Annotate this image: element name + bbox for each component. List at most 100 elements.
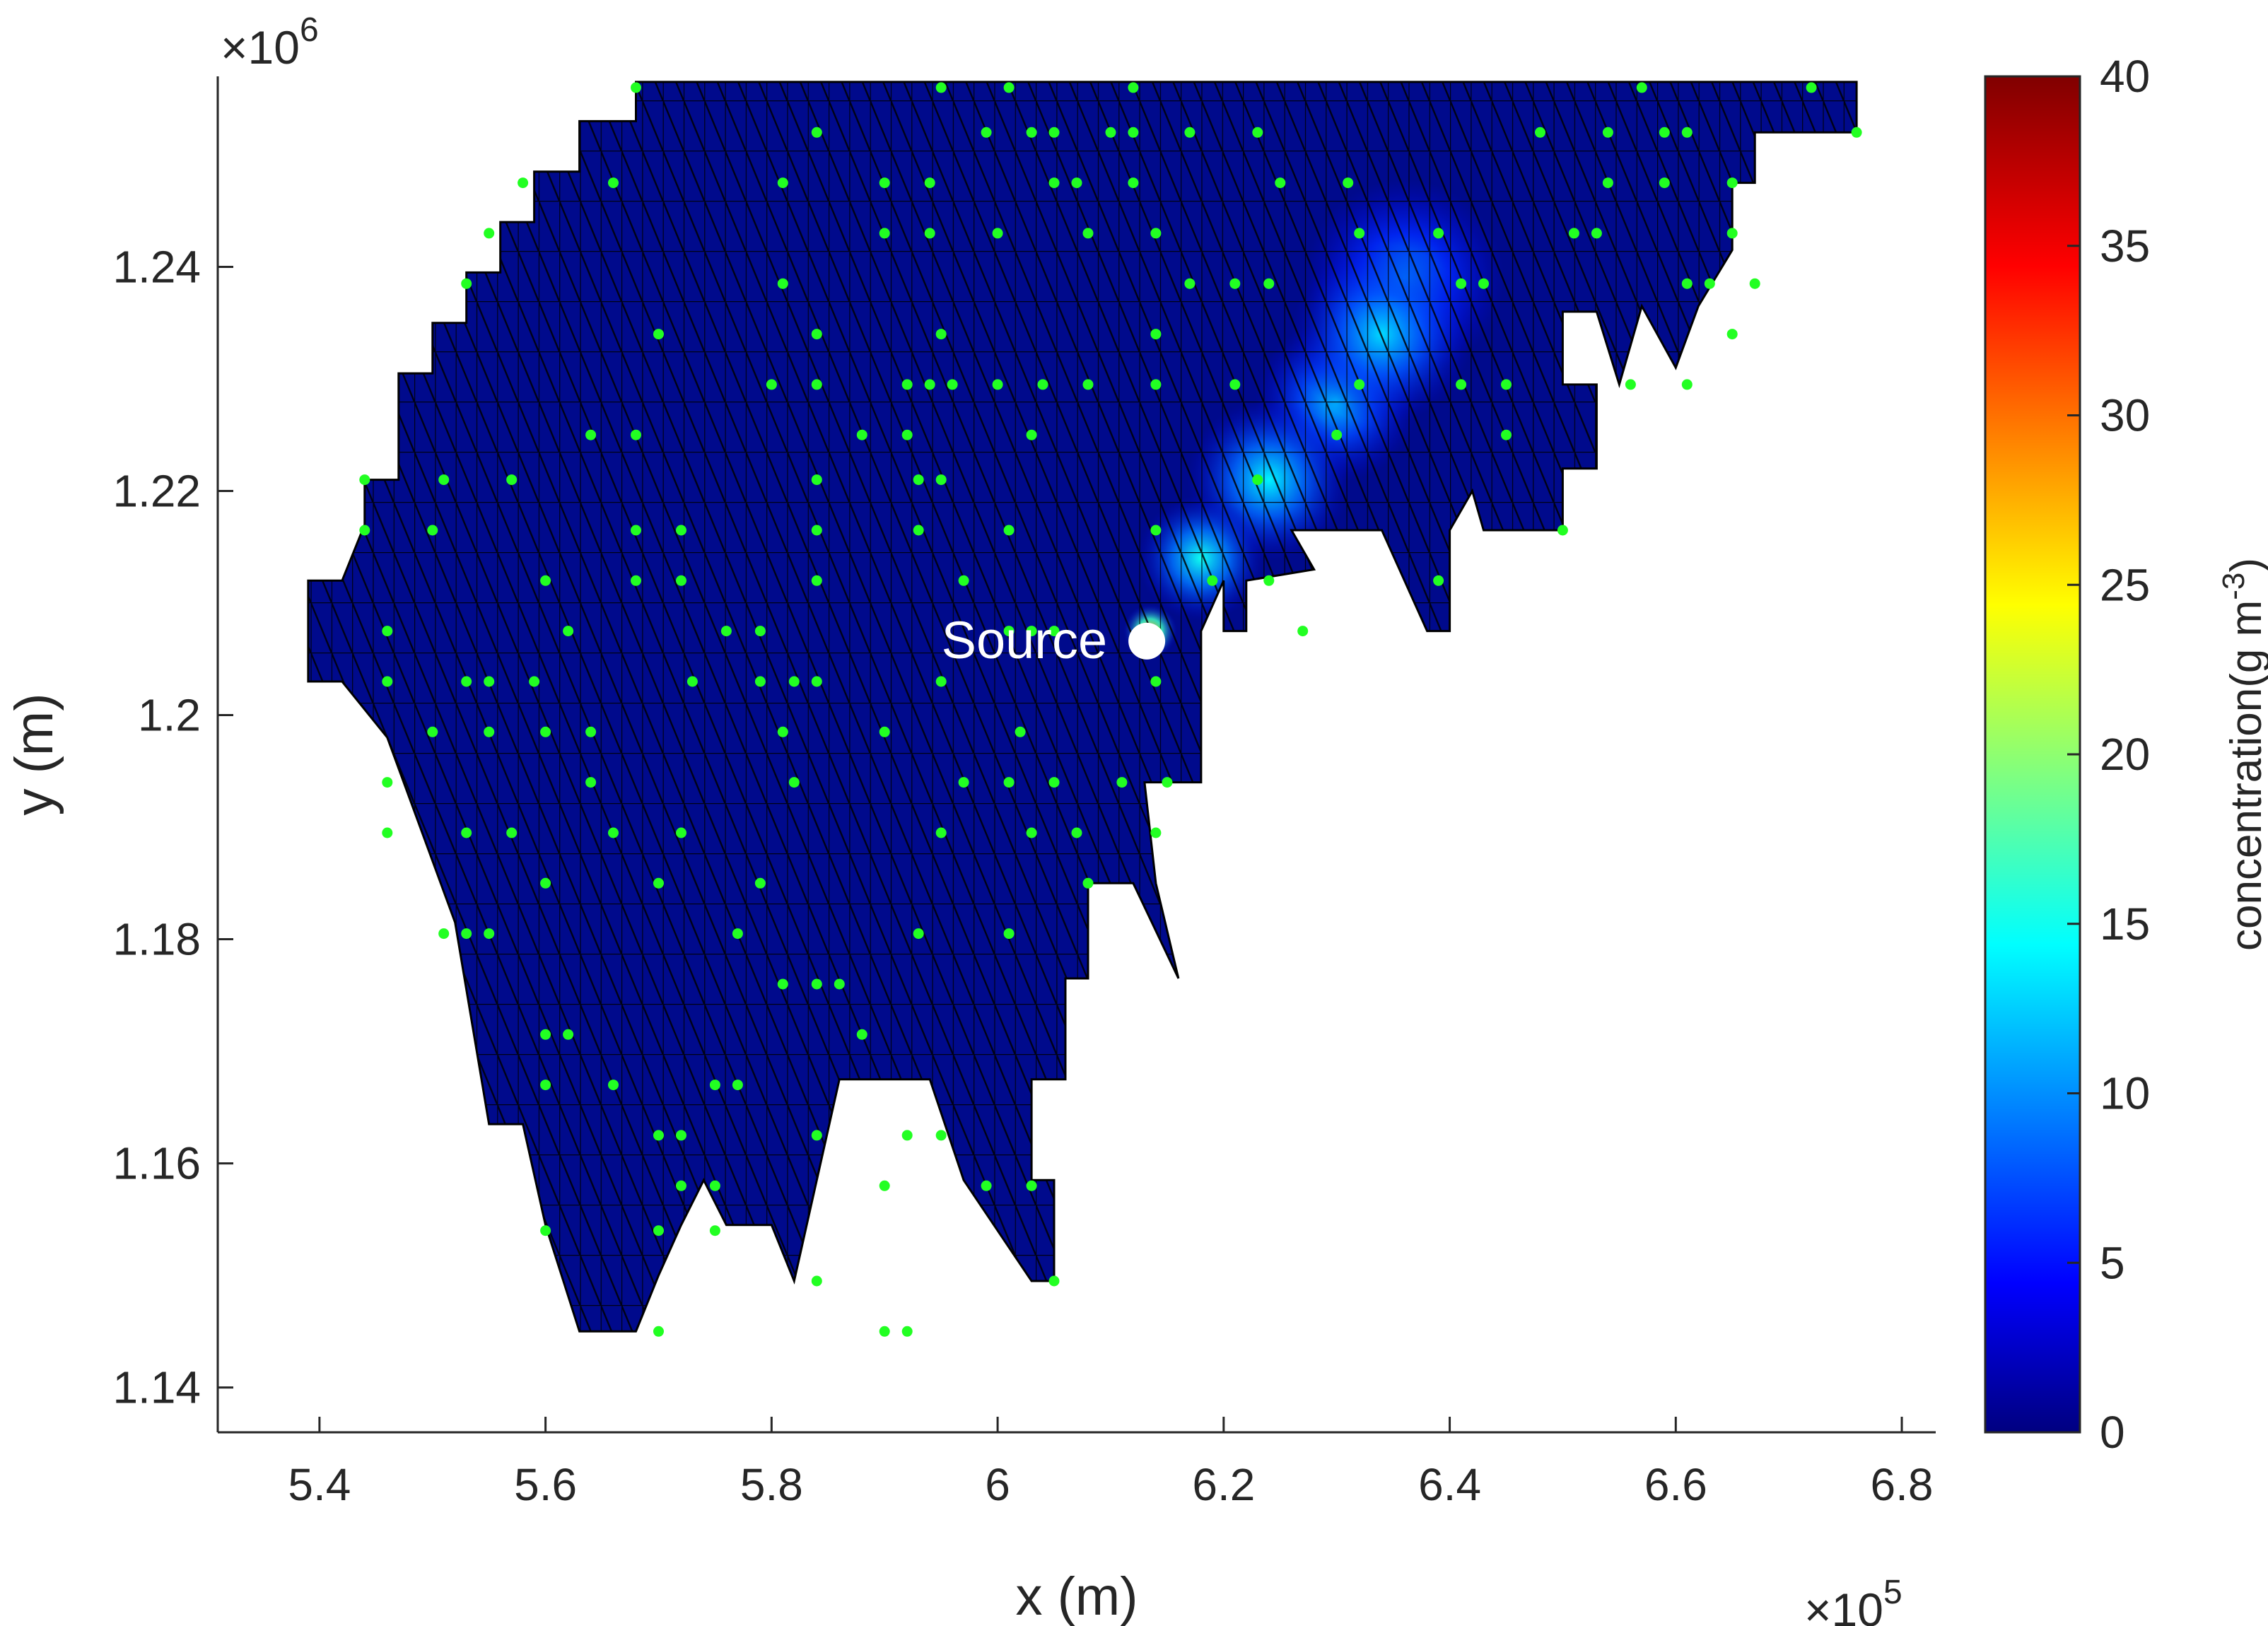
sensor-point xyxy=(676,827,686,838)
sensor-point xyxy=(631,575,641,586)
sensor-point xyxy=(1184,278,1196,289)
sensor-point xyxy=(1681,127,1693,138)
sensor-point xyxy=(1003,777,1015,788)
sensor-point xyxy=(461,827,472,838)
sensor-point xyxy=(992,379,1003,390)
sensor-point xyxy=(1535,127,1545,138)
sensor-point xyxy=(1275,177,1286,189)
y-tick-label: 1.2 xyxy=(138,690,201,741)
sensor-point xyxy=(732,928,743,940)
sensor-point xyxy=(924,228,935,239)
sensor-point xyxy=(1071,177,1082,189)
sensor-point xyxy=(754,676,766,687)
sensor-point xyxy=(1184,127,1196,138)
sensor-point xyxy=(1252,474,1263,486)
x-tick-label: 6.6 xyxy=(1644,1459,1707,1510)
sensor-point xyxy=(811,1275,822,1287)
plot-area: Source xyxy=(307,81,1862,1337)
sensor-point xyxy=(540,1225,551,1236)
sensor-point xyxy=(676,1130,686,1141)
sensor-point xyxy=(427,525,438,536)
sensor-point xyxy=(506,474,518,486)
x-axis-label: x (m) xyxy=(1015,1567,1138,1626)
sensor-point xyxy=(1433,228,1444,239)
sensor-point xyxy=(935,82,947,93)
sensor-point xyxy=(1659,127,1670,138)
sensor-point xyxy=(540,1029,551,1040)
sensor-point xyxy=(1806,82,1817,93)
sensor-point xyxy=(540,575,551,586)
sensor-point xyxy=(788,676,800,687)
sensor-point xyxy=(879,228,890,239)
sensor-point xyxy=(1456,278,1467,289)
sensor-point xyxy=(631,429,641,440)
sensor-point xyxy=(585,777,597,788)
sensor-point xyxy=(777,726,788,737)
y-tick-label: 1.18 xyxy=(112,914,201,965)
sensor-point xyxy=(1263,278,1275,289)
sensor-point xyxy=(856,429,867,440)
x-tick-label: 6.2 xyxy=(1192,1459,1255,1510)
sensor-point xyxy=(924,177,935,189)
sensor-point xyxy=(1591,228,1602,239)
sensor-point xyxy=(1726,329,1738,340)
y-tick-label: 1.14 xyxy=(112,1362,201,1413)
sensor-point xyxy=(935,827,947,838)
sensor-point xyxy=(382,827,393,838)
sensor-point xyxy=(1048,127,1060,138)
sensor-point xyxy=(958,575,969,586)
sensor-point xyxy=(676,525,686,536)
sensor-point xyxy=(1636,82,1647,93)
sensor-point xyxy=(811,1130,822,1141)
y-tick-label: 1.24 xyxy=(112,241,201,292)
source-marker xyxy=(1128,622,1166,660)
sensor-point xyxy=(1071,827,1082,838)
sensor-point xyxy=(1726,177,1738,189)
sensor-point xyxy=(1150,827,1162,838)
sensor-point xyxy=(777,177,788,189)
sensor-point xyxy=(1343,177,1354,189)
sensor-point xyxy=(935,1130,947,1141)
sensor-point xyxy=(359,474,370,486)
x-tick-label: 5.6 xyxy=(514,1459,577,1510)
x-tick-label: 6.8 xyxy=(1871,1459,1934,1510)
sensor-point xyxy=(1082,228,1094,239)
sensor-point xyxy=(1681,379,1693,390)
sensor-point xyxy=(1354,379,1365,390)
sensor-point xyxy=(484,228,495,239)
sensor-point xyxy=(461,928,472,940)
sensor-point xyxy=(676,1180,686,1191)
sensor-point xyxy=(1229,278,1241,289)
sensor-point xyxy=(901,1326,913,1337)
sensor-point xyxy=(879,1326,890,1337)
sensor-point xyxy=(901,1130,913,1141)
sensor-point xyxy=(811,474,822,486)
colorbar-tick-label: 0 xyxy=(2100,1407,2125,1458)
sensor-point xyxy=(1263,575,1275,586)
sensor-point xyxy=(653,877,664,889)
sensor-point xyxy=(359,525,370,536)
sensor-point xyxy=(1501,429,1512,440)
y-tick-label: 1.22 xyxy=(112,465,201,516)
sensor-point xyxy=(1162,777,1173,788)
sensor-point xyxy=(506,827,518,838)
sensor-point xyxy=(1851,127,1862,138)
triangular-mesh-lines xyxy=(308,81,1857,1332)
sensor-point xyxy=(438,928,450,940)
sensor-point xyxy=(709,1225,720,1236)
sensor-point xyxy=(1105,127,1116,138)
sensor-point xyxy=(608,827,619,838)
sensor-point xyxy=(879,1180,890,1191)
sensor-point xyxy=(484,726,495,737)
sensor-point xyxy=(1128,127,1139,138)
colorbar: 0 5 10 15 20 25 30 35 40 concentration(g m-3) xyxy=(1984,51,2268,1458)
sensor-point xyxy=(732,1080,743,1091)
sensor-point xyxy=(958,777,969,788)
sensor-point xyxy=(879,726,890,737)
sensor-point xyxy=(947,379,958,390)
sensor-point xyxy=(608,1080,619,1091)
sensor-point xyxy=(382,777,393,788)
sensor-point xyxy=(1433,575,1444,586)
sensor-point xyxy=(1128,177,1139,189)
